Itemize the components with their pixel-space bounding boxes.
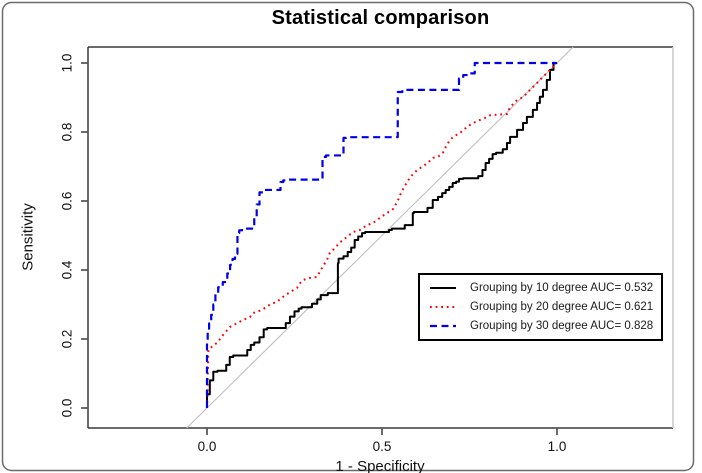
chart-title: Statistical comparison — [271, 7, 490, 29]
x-tick-label: 1.0 — [547, 439, 567, 454]
roc-curve-1 — [206, 62, 557, 408]
y-tick-label: 0.6 — [59, 191, 75, 211]
legend-label: Grouping by 20 degree AUC= 0.621 — [470, 301, 654, 313]
legend-line-sample-dashed — [430, 324, 456, 328]
x-axis-label: 1 - Specificity — [335, 458, 425, 473]
legend-line-sample-solid — [430, 287, 456, 289]
legend-box: Grouping by 10 degree AUC= 0.532 Grouping… — [418, 273, 663, 341]
legend-item: Grouping by 30 degree AUC= 0.828 — [420, 320, 661, 332]
x-tick-label: 0.5 — [372, 439, 392, 454]
x-tick-label: 0.0 — [197, 439, 217, 454]
roc-curve-3 — [205, 61, 557, 408]
legend-label: Grouping by 30 degree AUC= 0.828 — [470, 320, 654, 332]
reference-diagonal — [186, 46, 574, 429]
y-tick-label: 0.0 — [59, 398, 75, 418]
legend-item: Grouping by 20 degree AUC= 0.621 — [420, 301, 661, 313]
y-tick-label: 0.8 — [59, 122, 75, 142]
y-tick-label: 1.0 — [59, 53, 75, 73]
y-tick-label: 0.4 — [59, 260, 75, 280]
legend-line-sample-dotted — [430, 306, 456, 308]
y-axis-label: Sensitivity — [19, 203, 37, 271]
legend-label: Grouping by 10 degree AUC= 0.532 — [470, 282, 654, 294]
legend-item: Grouping by 10 degree AUC= 0.532 — [420, 282, 661, 294]
y-tick-label: 0.2 — [59, 329, 75, 349]
